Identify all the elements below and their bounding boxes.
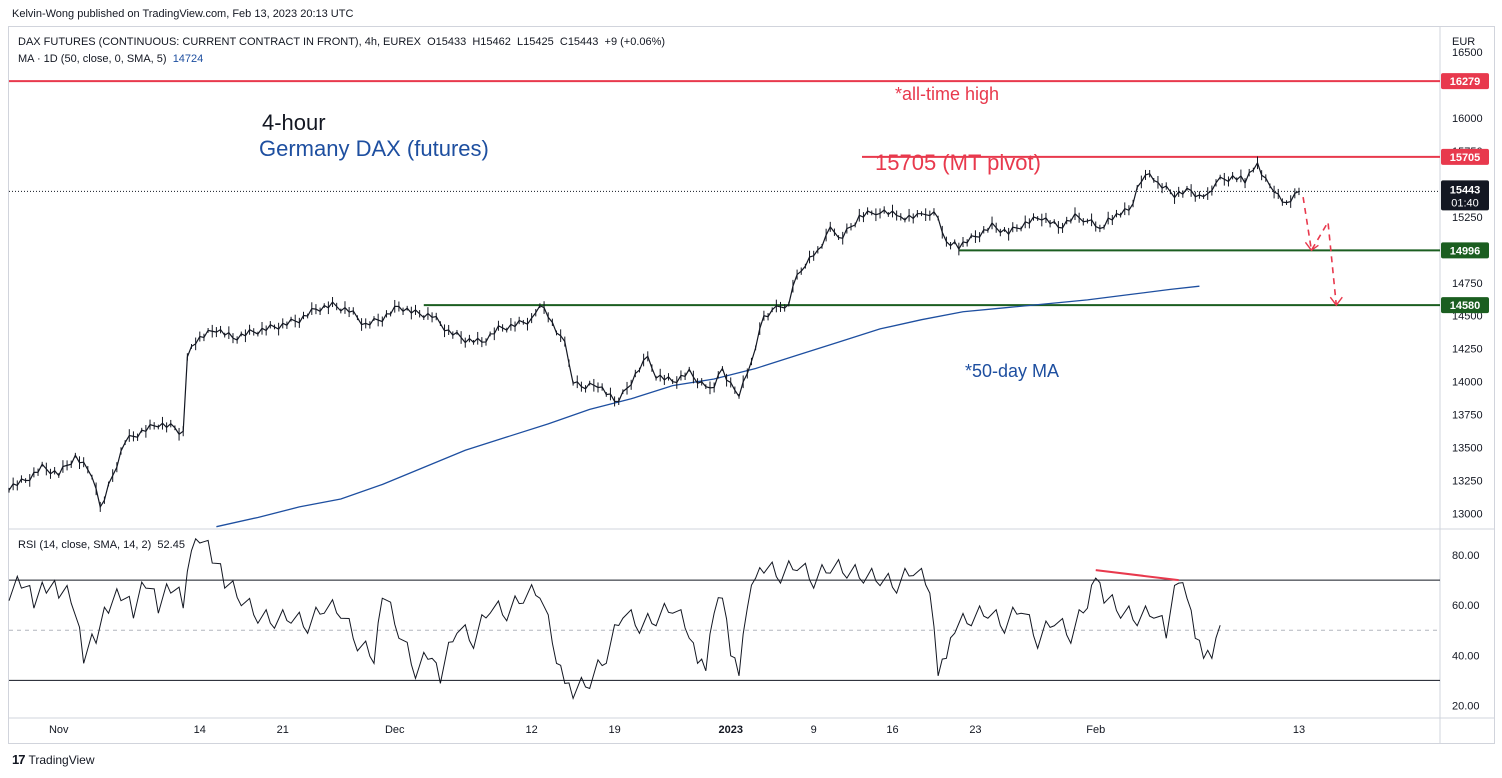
title-instrument: Germany DAX (futures) xyxy=(259,136,489,161)
price-tick-label: 14750 xyxy=(1452,278,1483,290)
last-price-badge xyxy=(1441,180,1489,211)
level-price-badge xyxy=(1441,242,1489,259)
level-price-badge xyxy=(1441,297,1489,314)
ma-value: 14724 xyxy=(172,53,204,65)
level-price-badge xyxy=(1441,73,1489,90)
rsi-tick-label: 80.00 xyxy=(1452,550,1480,562)
time-tick-label: 23 xyxy=(969,724,981,736)
last-price-label: 15443 xyxy=(1450,184,1481,196)
time-axis: Nov 14 21 Dec 12 19 2023 9 16 23 Feb 13 xyxy=(49,724,1305,736)
ma-label: MA · 1D (50, close, 0, SMA, 5) xyxy=(18,53,167,65)
ma-line xyxy=(216,285,1200,528)
price-tick-label: 14000 xyxy=(1452,377,1483,389)
tradingview-logo-icon: 17 xyxy=(12,752,26,767)
time-tick-label: 2023 xyxy=(718,724,742,736)
time-tick-label: Nov xyxy=(49,724,69,736)
rsi-tick-label: 40.00 xyxy=(1452,650,1480,662)
open-value: O15433 xyxy=(427,36,467,48)
time-tick-label: 14 xyxy=(194,724,206,736)
time-tick-label: 19 xyxy=(608,724,620,736)
rsi-value: 52.45 xyxy=(157,539,185,551)
level-price-badge xyxy=(1441,148,1489,165)
level-price-label: 14996 xyxy=(1450,245,1481,257)
pivot-annotation: 15705 (MT pivot) xyxy=(875,150,1041,175)
price-levels: 16279 15705 14996 14580 xyxy=(9,73,1489,314)
currency-label: EUR xyxy=(1452,36,1475,48)
time-tick-label: Feb xyxy=(1086,724,1105,736)
price-tick-label: 13250 xyxy=(1452,476,1483,488)
price-tick-label: 14250 xyxy=(1452,344,1483,356)
low-value: L15425 xyxy=(517,36,554,48)
chart-frame xyxy=(8,26,1495,744)
price-tick-label: 13750 xyxy=(1452,410,1483,422)
price-axis: 13000 13250 13500 13750 14000 14250 14500 14750… xyxy=(1452,47,1483,520)
rsi-divergence-line xyxy=(1095,569,1179,582)
time-tick-label: 12 xyxy=(526,724,538,736)
price-tick-label: 16500 xyxy=(1452,47,1483,59)
rsi-tick-label: 20.00 xyxy=(1452,700,1480,712)
symbol-name: DAX FUTURES (CONTINUOUS: CURRENT CONTRAC… xyxy=(18,36,421,48)
ath-annotation: *all-time high xyxy=(895,84,999,104)
rsi-tick-label: 60.00 xyxy=(1452,600,1480,612)
symbol-legend: DAX FUTURES (CONTINUOUS: CURRENT CONTRAC… xyxy=(18,36,665,48)
ma-annotation: *50-day MA xyxy=(965,361,1059,381)
bar-countdown-label: 01:40 xyxy=(1451,197,1479,209)
price-tick-label: 13000 xyxy=(1452,508,1483,520)
level-price-label: 16279 xyxy=(1450,76,1481,88)
level-price-label: 14580 xyxy=(1450,300,1481,312)
tradingview-footer[interactable]: 17 TradingView xyxy=(12,752,95,767)
time-tick-label: Dec xyxy=(385,724,405,736)
forecast-arrowhead xyxy=(1304,241,1319,252)
time-tick-label: 21 xyxy=(277,724,289,736)
publisher-line: Kelvin-Wong published on TradingView.com… xyxy=(12,8,354,20)
price-line xyxy=(8,161,1300,509)
rsi-label: RSI (14, close, SMA, 14, 2) xyxy=(18,539,152,551)
time-tick-label: 13 xyxy=(1293,724,1305,736)
candle-wicks xyxy=(8,156,1300,512)
ma-legend[interactable]: MA · 1D (50, close, 0, SMA, 5) 14724 xyxy=(18,53,203,65)
price-tick-label: 15250 xyxy=(1452,212,1483,224)
tradingview-brand: TradingView xyxy=(28,752,95,767)
time-tick-label: 16 xyxy=(886,724,898,736)
rsi-legend[interactable]: RSI (14, close, SMA, 14, 2) 52.45 xyxy=(18,539,185,551)
price-tick-label: 14500 xyxy=(1452,311,1483,323)
forecast-path xyxy=(1302,196,1338,306)
price-tick-label: 16000 xyxy=(1452,113,1483,125)
forecast-arrowhead xyxy=(1329,296,1343,307)
close-value: C15443 xyxy=(559,36,599,48)
time-tick-label: 9 xyxy=(811,724,817,736)
title-timeframe: 4-hour xyxy=(262,110,326,135)
high-value: H15462 xyxy=(472,36,511,48)
price-tick-label: 13500 xyxy=(1452,443,1483,455)
change-value: +9 (+0.06%) xyxy=(604,36,666,48)
rsi-axis: 20.00 40.00 60.00 80.00 xyxy=(1452,550,1480,712)
rsi-line xyxy=(8,537,1221,701)
level-price-label: 15705 xyxy=(1450,152,1481,164)
